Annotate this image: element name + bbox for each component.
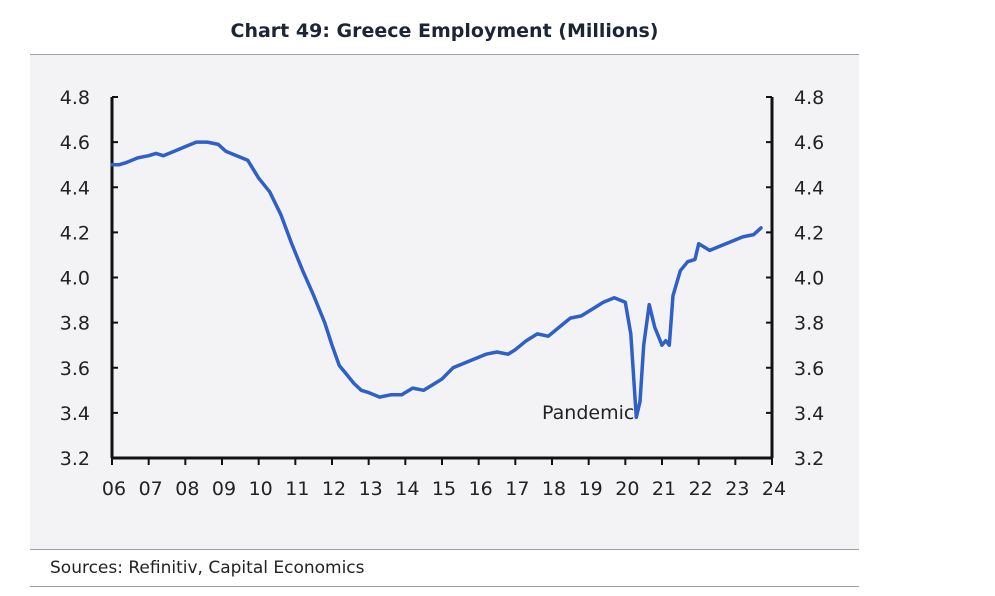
title-rule (30, 54, 859, 55)
x-tick-label: 16 (469, 478, 493, 500)
x-tick-label: 09 (212, 478, 236, 500)
right-y-tick-label: 3.4 (794, 403, 824, 425)
x-tick-label: 08 (175, 478, 199, 500)
right-y-tick-label: 3.2 (794, 448, 824, 470)
source-rule-bottom (30, 586, 859, 587)
x-tick-label: 21 (652, 478, 676, 500)
x-tick-label: 18 (542, 478, 566, 500)
x-tick-label: 17 (505, 478, 529, 500)
annotation-layer: Pandemic (542, 402, 634, 424)
x-tick-label: 06 (102, 478, 126, 500)
x-tick-label: 15 (432, 478, 456, 500)
x-tick-label: 19 (579, 478, 603, 500)
right-y-tick-label: 4.4 (794, 177, 824, 199)
series-line (110, 140, 763, 420)
x-tick-label: 12 (322, 478, 346, 500)
x-tick-label: 10 (249, 478, 273, 500)
x-axis: 06 07 08 09 10 11 12 13 14 15 16 17 18 19 20 21 22 23 24 (102, 456, 786, 500)
right-y-tick-label: 3.6 (794, 358, 824, 380)
right-y-tick-label: 3.8 (794, 313, 824, 335)
x-tick-label: 14 (395, 478, 419, 500)
left-y-tick-label: 4.0 (60, 268, 90, 290)
x-tick-label: 24 (762, 478, 786, 500)
right-y-tick-label: 4.8 (794, 87, 824, 109)
chart-title: Chart 49: Greece Employment (Millions) (230, 20, 659, 42)
source-note: Sources: Refinitiv, Capital Economics (50, 558, 365, 578)
x-tick-label: 23 (725, 478, 749, 500)
right-y-tick-label: 4.0 (794, 268, 824, 290)
left-y-tick-label: 4.8 (60, 87, 90, 109)
left-y-axis: 3.2 3.4 3.6 3.8 4.0 4.2 4.4 4.6 4.8 (60, 87, 118, 470)
left-y-tick-label: 4.6 (60, 132, 90, 154)
x-tick-label: 22 (689, 478, 713, 500)
left-y-tick-label: 3.8 (60, 313, 90, 335)
left-y-tick-label: 3.4 (60, 403, 90, 425)
chart-panel (30, 55, 859, 549)
annotation-pandemic: Pandemic (542, 402, 634, 424)
left-y-tick-label: 3.6 (60, 358, 90, 380)
source-rule-top (30, 549, 859, 550)
x-tick-label: 07 (139, 478, 163, 500)
left-y-tick-label: 3.2 (60, 448, 90, 470)
x-tick-label: 20 (615, 478, 639, 500)
right-y-tick-label: 4.6 (794, 132, 824, 154)
series-layer (110, 140, 763, 420)
x-tick-label: 11 (285, 478, 309, 500)
right-y-tick-label: 4.2 (794, 222, 824, 244)
left-y-tick-label: 4.4 (60, 177, 90, 199)
right-y-axis: 3.2 3.4 3.6 3.8 4.0 4.2 4.4 4.6 4.8 (766, 87, 824, 470)
x-tick-label: 13 (359, 478, 383, 500)
left-y-tick-label: 4.2 (60, 222, 90, 244)
